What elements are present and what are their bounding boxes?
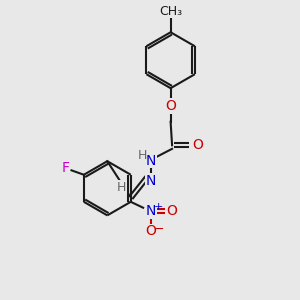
Text: O: O — [166, 204, 177, 218]
Text: F: F — [61, 161, 70, 175]
Text: +: + — [154, 202, 163, 212]
Text: −: − — [154, 223, 164, 236]
Text: N: N — [146, 174, 156, 188]
Text: O: O — [145, 224, 156, 238]
Text: H: H — [117, 181, 126, 194]
Text: H: H — [137, 149, 147, 162]
Text: N: N — [146, 154, 156, 168]
Text: O: O — [165, 99, 176, 113]
Text: CH₃: CH₃ — [159, 4, 182, 18]
Text: O: O — [193, 138, 203, 152]
Text: N: N — [146, 204, 156, 218]
